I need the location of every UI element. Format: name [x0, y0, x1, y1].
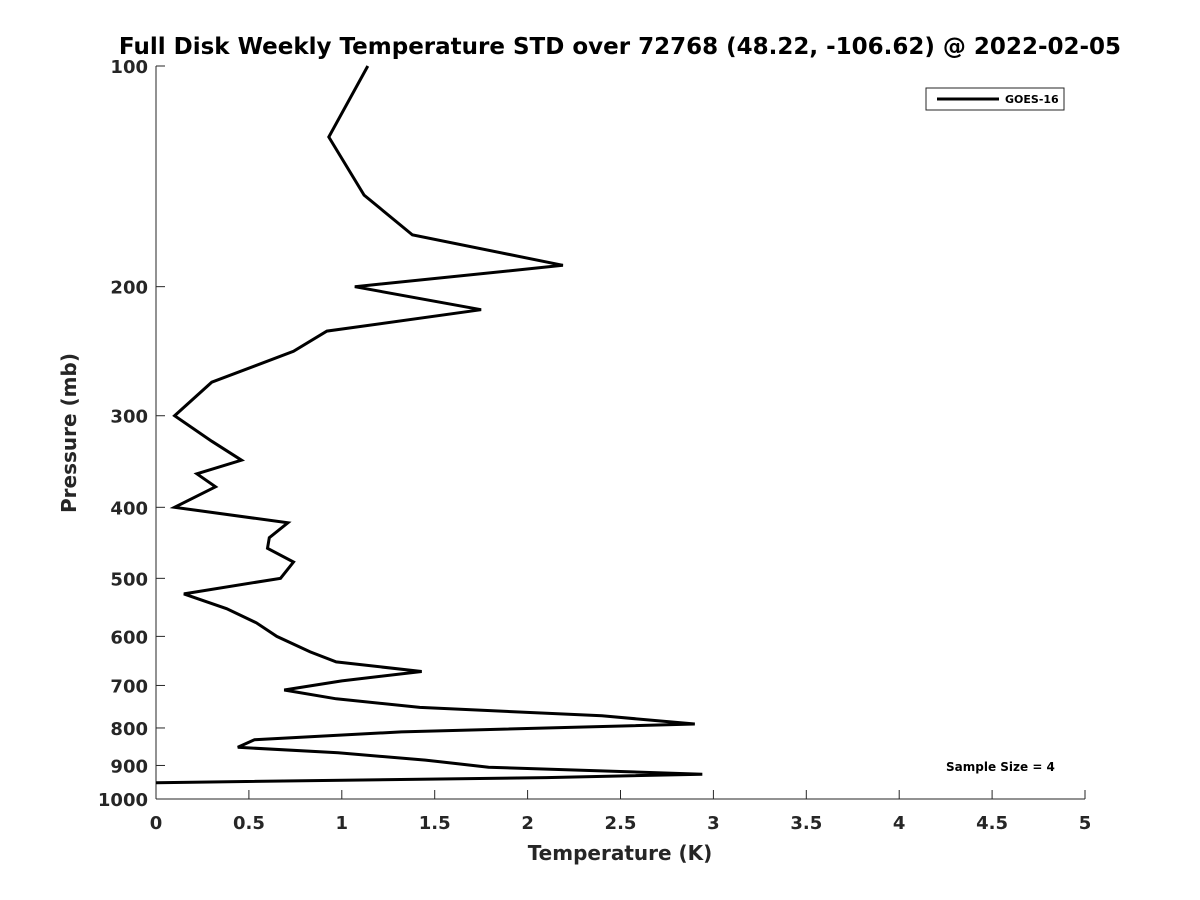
- y-tick-label: 100: [110, 57, 148, 78]
- x-tick-label: 0.5: [233, 813, 265, 834]
- x-tick-label: 1: [336, 813, 349, 834]
- sample-size-annotation: Sample Size = 4: [946, 760, 1055, 774]
- chart-title: Full Disk Weekly Temperature STD over 72…: [119, 34, 1121, 60]
- y-tick-label: 400: [110, 498, 148, 519]
- x-tick-label: 2: [521, 813, 534, 834]
- legend-label-goes-16: GOES-16: [1005, 93, 1059, 106]
- x-tick-label: 3: [707, 813, 720, 834]
- y-tick-label: 300: [110, 407, 148, 428]
- x-tick-label: 0: [150, 813, 163, 834]
- y-axis-title: Pressure (mb): [57, 353, 81, 513]
- x-tick-label: 5: [1079, 813, 1092, 834]
- x-tick-label: 1.5: [419, 813, 451, 834]
- legend: GOES-16: [925, 87, 1065, 111]
- plot-series: [155, 65, 703, 785]
- y-tick-label: 600: [110, 627, 148, 648]
- x-tick-label: 3.5: [790, 813, 822, 834]
- y-tick-label: 1000: [98, 790, 148, 811]
- y-tick-label: 700: [110, 676, 148, 697]
- axis-ticks: 0 0.5 1 1.5 2 2.5 3 3.5 4 4.5 5 100 200 300 400 500 600 7…: [98, 57, 1091, 834]
- y-tick-label: 800: [110, 719, 148, 740]
- y-tick-label: 900: [110, 756, 148, 777]
- x-tick-label: 4.5: [976, 813, 1008, 834]
- y-tick-label: 200: [110, 278, 148, 299]
- x-axis-title: Temperature (K): [528, 841, 713, 865]
- y-tick-label: 500: [110, 569, 148, 590]
- x-tick-label: 2.5: [605, 813, 637, 834]
- x-tick-label: 4: [893, 813, 906, 834]
- series-line-goes-16: [155, 65, 703, 785]
